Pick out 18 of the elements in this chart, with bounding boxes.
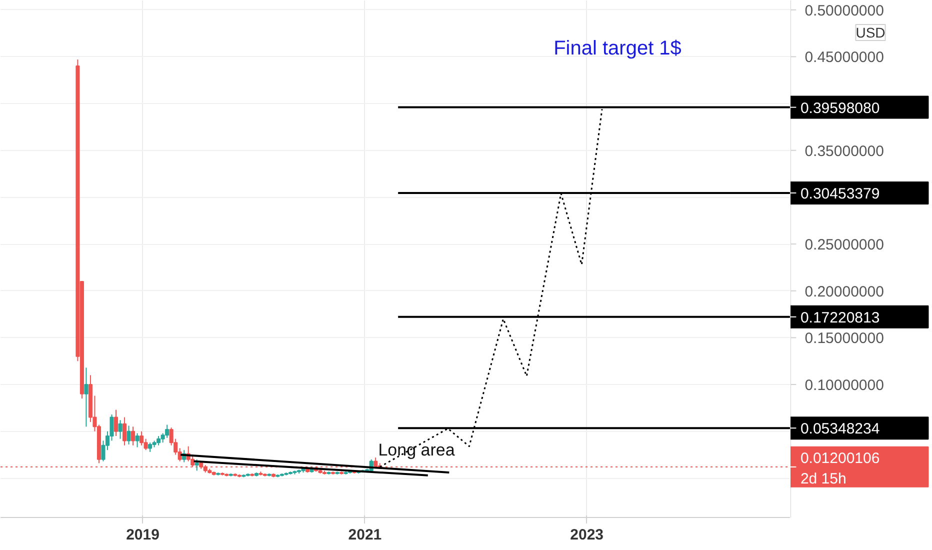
- annotation: Long area: [378, 440, 456, 460]
- ref-line-label: 0.30453379: [800, 185, 880, 202]
- x-tick-label: 2023: [570, 526, 604, 544]
- y-tick-label: 0.45000000: [804, 49, 884, 66]
- x-tick-label: 2021: [348, 526, 382, 544]
- y-axis-title: USD: [856, 24, 886, 40]
- y-tick-label: 0.15000000: [804, 330, 884, 348]
- x-tick-label: 2019: [126, 526, 160, 544]
- y-tick-label: 0.35000000: [804, 142, 884, 160]
- y-tick-label: 0.25000000: [804, 236, 884, 254]
- ref-line-label: 0.05348234: [800, 420, 880, 438]
- y-tick-label: 0.20000000: [804, 283, 884, 300]
- ref-line-label: 0.39598080: [800, 100, 880, 117]
- annotation: Final target 1$: [554, 38, 682, 60]
- ref-line-label: 0.17220813: [800, 309, 880, 326]
- ref-line-label: 0.01200106 2d 15h: [800, 450, 880, 488]
- y-tick-label: 0.10000000: [804, 377, 884, 394]
- y-tick-label: 0.50000000: [804, 2, 884, 20]
